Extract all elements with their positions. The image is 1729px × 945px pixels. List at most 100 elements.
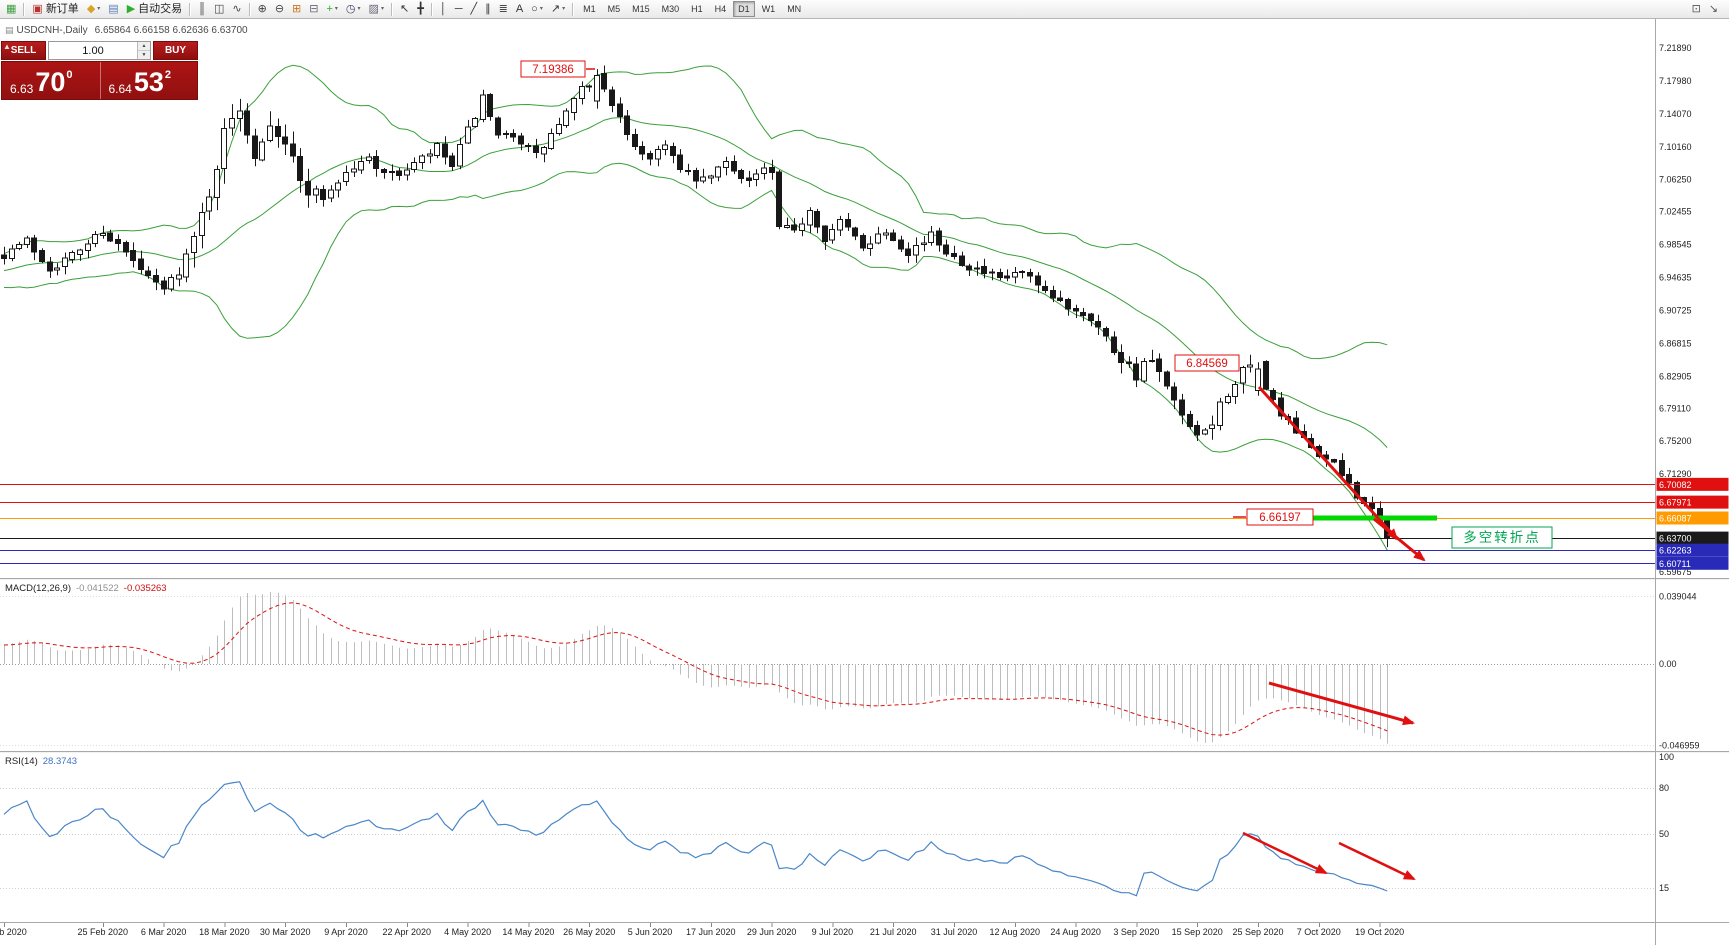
- price-tick-label: 6.98545: [1659, 240, 1692, 250]
- vertical-line-icon[interactable]: │: [436, 1, 451, 18]
- line-chart-type-icon: ∿: [232, 2, 242, 15]
- chevron-down-icon: ▾: [539, 6, 543, 12]
- toolbar-separator: [572, 2, 575, 16]
- mouse-pointer-icon[interactable]: ↘: [1705, 1, 1722, 18]
- mouse-pointer-icon: ↘: [1708, 2, 1718, 15]
- volume-up-icon[interactable]: ▲: [138, 42, 150, 51]
- timeframe-button-h1[interactable]: H1: [686, 1, 708, 17]
- date-label: 12 Aug 2020: [990, 927, 1041, 937]
- level-lines-layer: [0, 484, 1655, 564]
- tile-windows-icon[interactable]: ⊞: [288, 1, 305, 18]
- timeframe-button-m30[interactable]: M30: [657, 1, 685, 17]
- market-watch-icon[interactable]: ▤: [104, 1, 122, 18]
- price-tick-label: 6.59675: [1659, 567, 1692, 577]
- date-label: 7 Oct 2020: [1297, 927, 1341, 937]
- price-badge: [1656, 477, 1729, 491]
- rsi-pane: [0, 781, 1655, 897]
- bar-chart-type-icon[interactable]: ║: [194, 1, 210, 18]
- shapes-icon[interactable]: ○ ▾: [527, 1, 547, 18]
- toolbar-separator: [189, 2, 192, 16]
- trade-panel-prices: 6.63 70 0 6.64 53 2: [1, 61, 198, 100]
- cascade-windows-icon[interactable]: ⊟: [305, 1, 322, 18]
- price-badge-label: 6.63700: [1659, 534, 1692, 544]
- timeframe-button-m1[interactable]: M1: [578, 1, 601, 17]
- volume-value[interactable]: 1.00: [82, 44, 104, 57]
- new-chart-icon: ▦: [6, 2, 17, 15]
- horizontal-line-icon[interactable]: ─: [451, 1, 467, 18]
- new-chart-icon[interactable]: ▦: [2, 1, 20, 18]
- breakdown-price-label: 6.66197: [1259, 512, 1301, 524]
- date-label: 4 May 2020: [444, 927, 491, 937]
- toolbar-separator: [430, 2, 433, 16]
- dock-windows-icon[interactable]: ⊡: [1688, 1, 1705, 18]
- price-tick-label: 6.75200: [1659, 436, 1692, 446]
- templates-icon: ▨: [368, 2, 379, 15]
- templates-icon[interactable]: ▨ ▾: [365, 1, 388, 18]
- trend-arrow: [1373, 517, 1426, 562]
- price-badge-label: 6.70082: [1659, 480, 1692, 490]
- volume-down-icon[interactable]: ▼: [138, 51, 150, 59]
- timeframe-button-m15[interactable]: M15: [627, 1, 655, 17]
- trend-arrow: [1268, 681, 1415, 726]
- macd-axis-label: 0.039044: [1659, 591, 1697, 601]
- autotrading-button[interactable]: ▶ 自动交易: [123, 1, 186, 18]
- rsi-label: RSI(14): [5, 756, 38, 767]
- date-label: 14 May 2020: [502, 927, 554, 937]
- arrows-objects-icon[interactable]: ↗ ▾: [547, 1, 569, 18]
- zoom-in-icon[interactable]: ⊕: [254, 1, 271, 18]
- tile-windows-icon: ⊞: [292, 2, 302, 15]
- buy-price[interactable]: 6.64 53 2: [99, 62, 198, 99]
- price-tick-label: 7.14070: [1659, 109, 1692, 119]
- candlesticks-layer: [1, 65, 1390, 548]
- trade-panel-toggle-icon[interactable]: ▲: [3, 42, 11, 51]
- peak-price-label-box: [520, 60, 586, 78]
- cursor-icon[interactable]: ↖: [396, 1, 413, 18]
- zoom-out-icon: ⊖: [274, 2, 285, 15]
- date-label: 24 Aug 2020: [1050, 927, 1101, 937]
- price-badge: [1656, 556, 1729, 570]
- macd-label: MACD(12,26,9): [5, 583, 71, 594]
- price-badge: [1656, 543, 1729, 557]
- price-badge: [1656, 531, 1729, 545]
- macd-axis-label: 0.00: [1659, 659, 1677, 669]
- price-axis[interactable]: 7.21890 7.17980 7.14070 7.10160 7.06250 7.024…: [1656, 43, 1729, 893]
- timeframe-button-m5[interactable]: M5: [603, 1, 626, 17]
- chart-canvas[interactable]: 7.19386 6.84569 6.66197 多空转折点 7.21890 7.17980…: [0, 19, 1729, 945]
- volume-field[interactable]: 1.00 ▲ ▼: [48, 41, 151, 60]
- crosshair-icon: ╋: [417, 2, 424, 15]
- timeframe-button-w1[interactable]: W1: [757, 1, 781, 17]
- buy-button[interactable]: BUY: [153, 41, 198, 60]
- text-label-icon[interactable]: A: [512, 1, 527, 18]
- price-badge: [1656, 511, 1729, 525]
- one-click-trading-panel: SELL 1.00 ▲ ▼ BUY 6.63 70 0 6.64: [1, 41, 198, 100]
- line-chart-type-icon[interactable]: ∿: [228, 1, 245, 18]
- date-label: 30 Mar 2020: [260, 927, 311, 937]
- chart-region: 7.19386 6.84569 6.66197 多空转折点 7.21890 7.17980…: [0, 19, 1729, 945]
- timeframe-button-h4[interactable]: H4: [710, 1, 732, 17]
- price-tick-label: 7.10160: [1659, 142, 1692, 152]
- rsi-axis-label: 80: [1659, 783, 1669, 793]
- zoom-out-icon[interactable]: ⊖: [271, 1, 288, 18]
- indicators-icon[interactable]: + ▾: [322, 1, 341, 18]
- chart-profiles-icon[interactable]: ◆ ▾: [83, 1, 104, 18]
- new-order-button-label: 新订单: [45, 2, 79, 15]
- sell-price[interactable]: 6.63 70 0: [2, 62, 100, 99]
- timeframe-button-mn[interactable]: MN: [782, 1, 806, 17]
- candlestick-type-icon[interactable]: ◫: [210, 1, 228, 18]
- new-order-button[interactable]: ▣ 新订单: [28, 1, 82, 18]
- dock-windows-icon: ⊡: [1691, 2, 1701, 15]
- trendline-icon[interactable]: ╱: [466, 1, 481, 18]
- equidistant-channel-icon[interactable]: ∥: [481, 1, 495, 18]
- swing-price-label: 6.84569: [1186, 358, 1228, 370]
- chart-profiles-icon: ◆: [86, 2, 96, 15]
- timeframe-button-d1[interactable]: D1: [733, 1, 755, 17]
- sell-button[interactable]: SELL: [1, 41, 46, 60]
- periods-clock-icon[interactable]: ◷ ▾: [342, 1, 365, 18]
- crosshair-icon[interactable]: ╋: [413, 1, 428, 18]
- date-label: 22 Apr 2020: [383, 927, 432, 937]
- time-axis[interactable]: 6 Feb 2020 25 Feb 2020 6 Mar 2020 18 Mar 20…: [0, 923, 1404, 937]
- fibonacci-icon: ≣: [498, 2, 508, 15]
- fibonacci-icon[interactable]: ≣: [495, 1, 512, 18]
- trade-panel-controls: SELL 1.00 ▲ ▼ BUY: [1, 41, 198, 60]
- macd-caption: MACD(12,26,9) -0.041522 -0.035263: [5, 583, 167, 594]
